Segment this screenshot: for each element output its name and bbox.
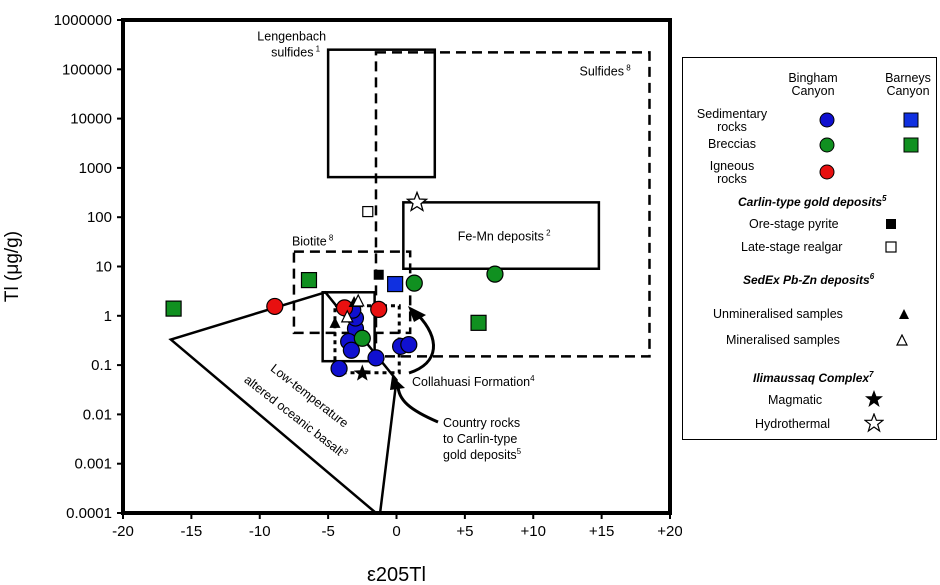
x-tick-label: +5: [456, 523, 473, 540]
x-tick-label: 0: [392, 523, 400, 540]
magmatic-point: [353, 364, 371, 381]
bingham-canyon-breccias-point: [353, 329, 371, 347]
polygon-oceanic-basalt: [168, 290, 398, 515]
mineralised-samples-point: [351, 293, 365, 307]
y-tick-label: 100: [87, 209, 112, 226]
x-tick-label: +20: [657, 523, 682, 540]
x-tick-label: -5: [321, 523, 334, 540]
legend-square-green-icon: [903, 137, 919, 153]
legend-ore-stage: Ore-stage pyrite: [749, 217, 839, 231]
y-tick-label: 1000: [79, 160, 112, 177]
bingham-canyon-sedimentary-rocks-point: [367, 349, 385, 367]
country-rocks-line1: Country rocks: [443, 416, 520, 430]
legend-open-star-icon: [864, 413, 884, 433]
barneys-canyon-breccias-point: [300, 271, 318, 289]
y-tick-label: 0.01: [83, 406, 112, 423]
bingham-canyon-igneous-rocks-point: [266, 297, 284, 316]
legend-carlin-heading: Carlin-type gold deposits5: [738, 194, 887, 209]
barneys-canyon-sedimentary-rocks-point: [387, 275, 404, 293]
collahuasi-arrowhead: [408, 306, 426, 322]
label-lengenbach-sulfides: sulfides 1: [271, 45, 321, 60]
legend-ilimaussaq-heading: Ilimaussaq Complex7: [753, 370, 874, 385]
bingham-canyon-breccias-point: [405, 274, 423, 292]
late-stage-realgar-point: [362, 205, 374, 218]
legend-square-blue-icon: [903, 112, 919, 128]
legend: Bingham Canyon Barneys Canyon Sedimentary r…: [682, 57, 937, 440]
y-tick-label: 1: [104, 308, 112, 325]
chart: -20 -15 -10 -5 0 +5 +10 +15 +20 0.0001 0.001 0.01 0.…: [2, 12, 682, 585]
collahuasi-arrow: [408, 313, 435, 375]
country-rocks-arrow: [396, 384, 439, 424]
legend-circle-blue-icon: [819, 112, 835, 128]
x-tick-label: +15: [589, 523, 614, 540]
legend-col-barneys: Barneys Canyon: [885, 71, 931, 98]
legend-unmineralised: Unmineralised samples: [713, 307, 843, 321]
bingham-canyon-igneous-rocks-point: [335, 299, 354, 317]
barneys-canyon-breccias-point: [470, 314, 487, 331]
y-tick-label: 10: [95, 259, 112, 276]
y-tick-label: 1000000: [54, 12, 112, 29]
legend-circle-red-icon: [819, 164, 835, 180]
bingham-canyon-sedimentary-rocks-point: [330, 359, 348, 378]
x-tick-label: -10: [249, 523, 271, 540]
legend-sedex-heading: SedEx Pb-Zn deposits6: [743, 272, 875, 287]
barneys-canyon-breccias-point: [165, 300, 182, 317]
legend-mineralised: Mineralised samples: [726, 333, 840, 347]
y-tick-label: 10000: [70, 111, 112, 128]
label-fe-mn: Fe-Mn deposits 2: [458, 229, 551, 244]
legend-filled-triangle-icon: [899, 309, 909, 319]
field-sulfides: [374, 51, 651, 358]
legend-hydrothermal: Hydrothermal: [755, 417, 831, 431]
bingham-canyon-sedimentary-rocks-point: [400, 336, 418, 354]
hydrothermal-point: [405, 190, 429, 212]
collahuasi-label: Collahuasi Formation4: [412, 374, 535, 389]
legend-circle-green-icon: [819, 137, 835, 153]
field-collahuasi-formation: [321, 291, 376, 363]
country-rocks-line2: to Carlin-type: [443, 432, 517, 446]
legend-open-square-icon: [885, 241, 897, 253]
legend-open-triangle-icon: [896, 334, 908, 346]
field-biotite: [292, 250, 412, 335]
x-tick-label: -15: [181, 523, 203, 540]
label-biotite: Biotite 8: [292, 234, 334, 249]
unmineralised-samples-point: [329, 316, 341, 328]
bingham-canyon-sedimentary-rocks-point: [342, 341, 360, 359]
bingham-canyon-breccias-point: [486, 265, 504, 283]
y-tick-label: 0.0001: [66, 505, 112, 522]
y-tick-label: 0.1: [91, 357, 112, 374]
x-tick-label: +10: [521, 523, 546, 540]
x-axis-title: ε205Tl: [367, 564, 426, 585]
bingham-canyon-igneous-rocks-point: [370, 300, 388, 318]
label-lengenbach: Lengenbach: [257, 30, 326, 44]
legend-late-stage: Late-stage realgar: [741, 240, 843, 254]
country-rocks-line3: gold deposits5: [443, 447, 522, 462]
plot-area: -20 -15 -10 -5 0 +5 +10 +15 +20 0.0001 0.001 0.01 0.…: [2, 12, 682, 585]
legend-magmatic: Magmatic: [768, 393, 823, 407]
y-tick-label: 0.001: [74, 456, 112, 473]
legend-col-bingham: Bingham Canyon: [788, 71, 838, 98]
legend-row-breccias: Breccias: [708, 137, 756, 151]
field-lengenbach-sulfides: [326, 48, 437, 179]
legend-row-igneous: Igneous rocks: [709, 159, 755, 186]
label-sulfides: Sulfides 8: [579, 63, 631, 78]
x-tick-label: -20: [112, 523, 134, 540]
legend-filled-star-icon: [865, 390, 883, 407]
ore-stage-pyrite-point: [373, 269, 384, 280]
y-axis-title: Tl (μg/g): [2, 231, 23, 302]
mineralised-samples-point: [340, 309, 354, 323]
legend-filled-square-icon: [886, 219, 896, 229]
plot-frame: [121, 18, 672, 515]
country-rocks-arrowhead: [390, 376, 405, 390]
legend-row-sedimentary: Sedimentary rocks: [696, 107, 768, 134]
y-tick-label: 100000: [62, 61, 112, 78]
